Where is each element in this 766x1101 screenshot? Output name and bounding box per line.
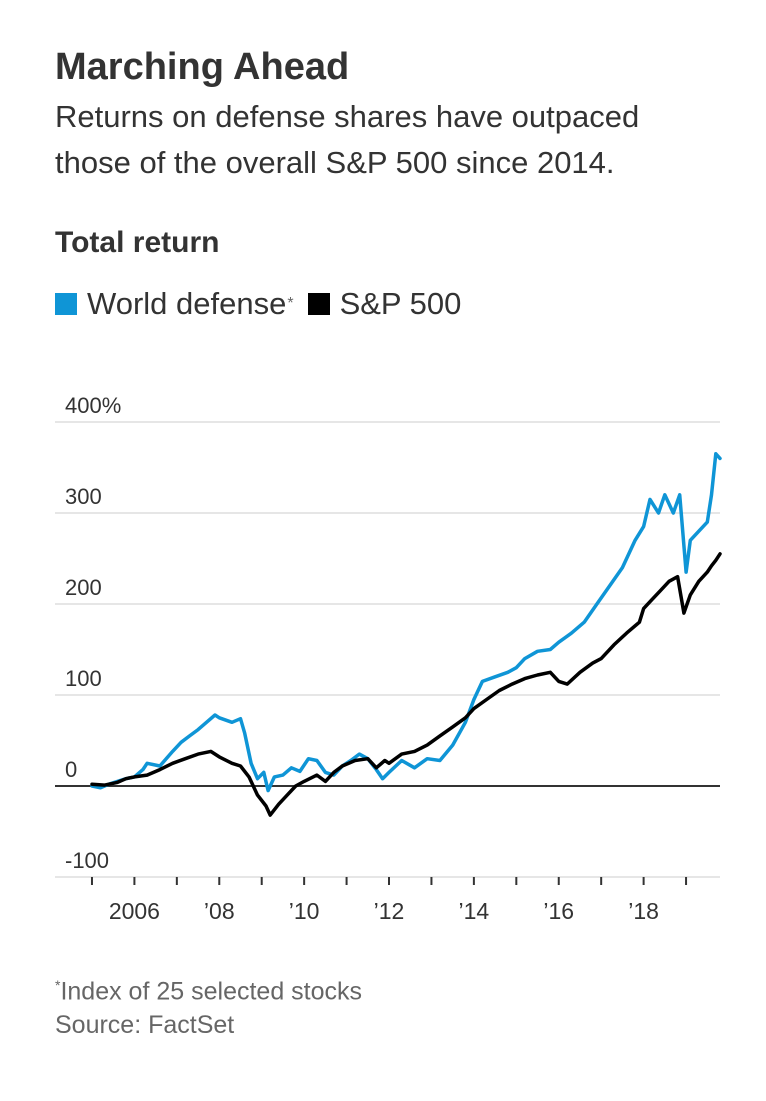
x-tick-label: 2006 (109, 898, 160, 920)
series-line-world-defense (90, 452, 722, 793)
legend-item-sp500: S&P 500 (307, 286, 462, 322)
legend-label-sp500: S&P 500 (339, 286, 462, 321)
x-axis: 2006 ’08 ’10 ’12 ’14 ’16 ’18 (90, 877, 688, 920)
x-tick-label: ’18 (628, 898, 659, 920)
y-tick-label: 400% (65, 393, 121, 418)
x-tick-label: ’12 (374, 898, 405, 920)
legend-swatch-sp500 (307, 293, 330, 315)
x-tick-label: ’10 (289, 898, 320, 920)
chart-title: Marching Ahead (55, 46, 350, 88)
chart-label: Total return (55, 226, 220, 259)
y-tick-label: 200 (65, 575, 102, 600)
legend-label-world-defense: World defense (87, 286, 287, 321)
y-tick-label: 100 (65, 666, 102, 691)
legend-item-world-defense: World defense * (55, 286, 294, 322)
legend-footnote-marker: * (287, 295, 294, 312)
series-lines (90, 452, 722, 817)
line-chart: -100 0 100 200 300 400% 2006 ’08 ’10 ’12 ’14 ’16 ’1… (55, 393, 722, 920)
footnote-text: Index of 25 selected stocks (60, 977, 363, 1006)
gridlines (55, 421, 720, 878)
x-tick-label: ’08 (204, 898, 235, 920)
source-note: Source: FactSet (55, 1011, 235, 1039)
x-tick-label: ’14 (459, 898, 490, 920)
footnote: *Index of 25 selected stocks (55, 967, 362, 1009)
chart-subtitle: Returns on defense shares have outpaced … (55, 99, 640, 180)
footnote-marker: * (55, 977, 61, 993)
legend-swatch-world-defense (55, 293, 77, 315)
y-tick-label: 0 (65, 757, 77, 782)
series-line-sp500 (90, 552, 722, 817)
y-axis-tick-labels: -100 0 100 200 300 400% (65, 393, 121, 873)
x-tick-label: ’16 (543, 898, 574, 920)
legend: World defense * S&P 500 (55, 284, 475, 324)
y-tick-label: -100 (65, 848, 109, 873)
y-tick-label: 300 (65, 484, 102, 509)
